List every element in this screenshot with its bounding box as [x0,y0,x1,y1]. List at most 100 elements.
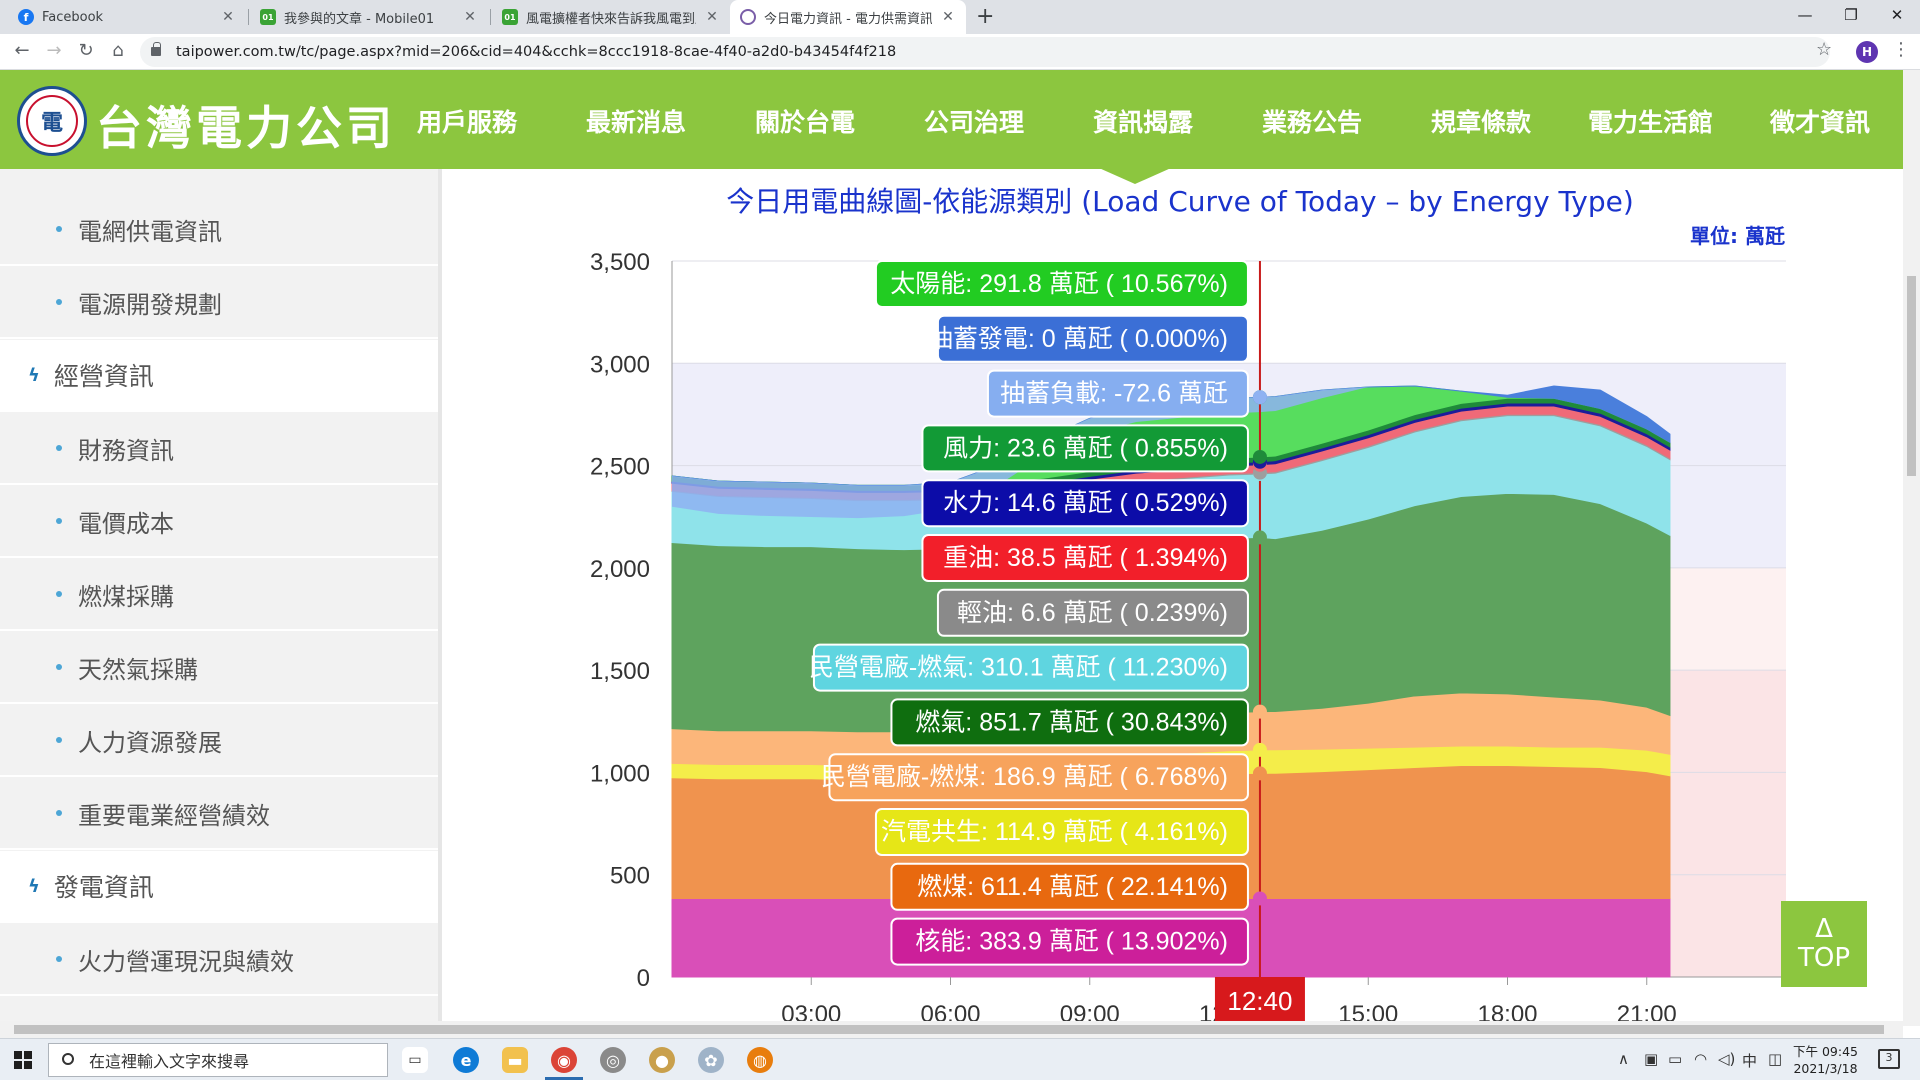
y-tick-label: 0 [637,965,650,992]
scrollbar-thumb[interactable] [1907,276,1916,476]
bullet-icon [56,591,62,597]
lock-icon[interactable] [151,42,161,56]
browser-tab-active[interactable]: 今日電力資訊 - 電力供需資訊 - 資 ✕ [730,0,966,34]
series-tooltip [890,917,1249,966]
tray-device-icon[interactable]: ▣ [1644,1050,1659,1068]
forward-icon[interactable]: → [46,40,62,61]
y-tick-label: 1,000 [590,760,650,787]
close-icon[interactable]: ✕ [942,9,954,25]
tray-expand-icon[interactable]: ∧ [1618,1050,1629,1068]
series-tooltip [812,643,1249,692]
taskbar-search-input[interactable]: 在這裡輸入文字來搜尋 [48,1043,388,1077]
chart-unit-label: 單位: 萬瓩 [1690,224,1785,248]
series-tooltip [921,479,1249,528]
file-explorer-icon[interactable]: ▬ [502,1047,528,1073]
browser-tabstrip: f Facebook ✕ 01 我參與的文章 - Mobile01 ✕ 01 風… [0,0,1920,34]
nav-item[interactable]: 電力生活館 [1588,108,1714,137]
app-icon[interactable]: ✿ [698,1047,724,1073]
horizontal-scrollbar[interactable] [0,1021,1903,1038]
close-icon[interactable]: ✕ [464,9,476,25]
notification-icon[interactable]: 3 [1878,1049,1900,1069]
nav-item[interactable]: 徵才資訊 [1770,108,1871,137]
sidebar-divider [438,169,442,1021]
ime-mode-icon[interactable]: ◫ [1768,1050,1783,1068]
sidebar-category[interactable]: ϟ 發電資訊 [0,851,438,923]
sidebar-item[interactable]: 燃煤採購 [0,559,438,631]
series-tooltip [986,369,1249,418]
home-icon[interactable]: ⌂ [112,40,124,61]
battery-icon[interactable]: ▭ [1668,1050,1683,1068]
close-icon[interactable]: ✕ [706,9,718,25]
series-tooltip-text: 汽電共生: 114.9 萬瓩 ( 4.161%) [881,818,1228,846]
sidebar-item[interactable]: 重要電業經營績效 [0,778,438,850]
nav-item-active[interactable]: 資訊揭露 [1093,108,1194,137]
blender-icon[interactable]: ◍ [747,1047,773,1073]
facebook-icon: f [18,9,34,25]
new-tab-button[interactable]: + [976,4,995,29]
address-bar[interactable]: taipower.com.tw/tc/page.aspx?mid=206&cid… [140,37,1830,67]
app-icon[interactable]: ● [649,1047,675,1073]
app-icon[interactable]: ◎ [600,1047,626,1073]
browser-menu-icon[interactable]: ⋮ [1892,39,1910,60]
windows-start-icon[interactable] [14,1051,32,1069]
chrome-icon[interactable]: ◉ [551,1047,577,1073]
y-tick-label: 500 [610,863,650,890]
sidebar-item[interactable]: 人力資源發展 [0,705,438,777]
nav-item[interactable]: 公司治理 [924,108,1025,137]
current-time-label: 12:40 [1227,986,1292,1016]
wifi-icon[interactable]: ◠ [1694,1050,1708,1068]
tab-title: 今日電力資訊 - 電力供需資訊 - 資 [764,11,932,27]
sidebar-item[interactable]: 電網供電資訊 [0,194,438,266]
sidebar-item[interactable]: 天然氣採購 [0,632,438,704]
bullet-icon [56,956,62,962]
series-tooltip-text: 抽蓄負載: -72.6 萬瓩 [1000,380,1228,408]
site-header: 電 台灣電力公司 用戶服務 最新消息 關於台電 公司治理 資訊揭露 業務公告 規… [0,70,1903,169]
sidebar-item[interactable]: 電價成本 [0,486,438,558]
sidebar-item[interactable]: 電源開發規劃 [0,267,438,339]
back-to-top-button[interactable]: Δ TOP [1781,901,1867,987]
area-series [672,386,1670,519]
taskbar-clock[interactable]: 下午 09:45 2021/3/18 [1793,1043,1858,1077]
back-icon[interactable]: ← [14,40,30,61]
sidebar-item[interactable]: 財務資訊 [0,413,438,485]
nav-item[interactable]: 規章條款 [1431,108,1532,137]
nav-item[interactable]: 最新消息 [586,108,687,137]
series-tooltip [874,260,1249,308]
minimize-button[interactable]: — [1797,6,1813,24]
volume-icon[interactable]: ◁) [1718,1050,1736,1068]
logo-text[interactable]: 台灣電力公司 [96,101,396,155]
chart-title: 今日用電曲線圖-依能源類別 (Load Curve of Today – by … [726,185,1634,218]
scrollbar-thumb[interactable] [14,1025,1884,1034]
bullet-icon [56,226,62,232]
browser-tab[interactable]: 01 我參與的文章 - Mobile01 ✕ [250,0,488,34]
sidebar: 電網供電資訊 電源開發規劃 ϟ 經營資訊 財務資訊 電價成本 燃煤採購 天然氣採購… [0,169,438,1021]
vertical-scrollbar[interactable] [1903,70,1920,1026]
nav-item[interactable]: 關於台電 [755,108,856,137]
series-point-marker [1252,742,1267,757]
bullet-icon [56,299,62,305]
tab-title: 風電擴權者快來告訴我風電到底？ [526,11,696,27]
browser-tab[interactable]: f Facebook ✕ [8,0,246,34]
edge-icon[interactable]: e [453,1047,479,1073]
series-point-marker [1252,891,1267,906]
sidebar-category[interactable]: ϟ 經營資訊 [0,340,438,412]
restore-button[interactable]: ❐ [1844,6,1858,24]
close-icon[interactable]: ✕ [222,9,234,25]
close-window-button[interactable]: ✕ [1890,6,1904,24]
nav-item[interactable]: 用戶服務 [417,108,518,137]
ime-indicator[interactable]: 中 [1742,1052,1758,1070]
reload-icon[interactable]: ↻ [78,40,94,61]
sidebar-item[interactable]: 火力營運現況與績效 [0,924,438,996]
bullet-icon [56,518,62,524]
tab-title: 我參與的文章 - Mobile01 [284,11,435,27]
nav-item[interactable]: 業務公告 [1262,108,1363,137]
task-view-icon[interactable]: ▭ [402,1047,428,1073]
series-tooltip-text: 核能: 383.9 萬瓩 ( 13.902%) [915,928,1228,956]
bullet-icon [56,445,62,451]
bookmark-star-icon[interactable]: ☆ [1816,39,1833,60]
profile-avatar[interactable]: H [1856,41,1878,63]
browser-tab[interactable]: 01 風電擴權者快來告訴我風電到底？ ✕ [492,0,730,34]
series-tooltip-text: 風力: 23.6 萬瓩 ( 0.855%) [943,434,1228,462]
taipower-logo[interactable]: 電 [17,86,87,156]
